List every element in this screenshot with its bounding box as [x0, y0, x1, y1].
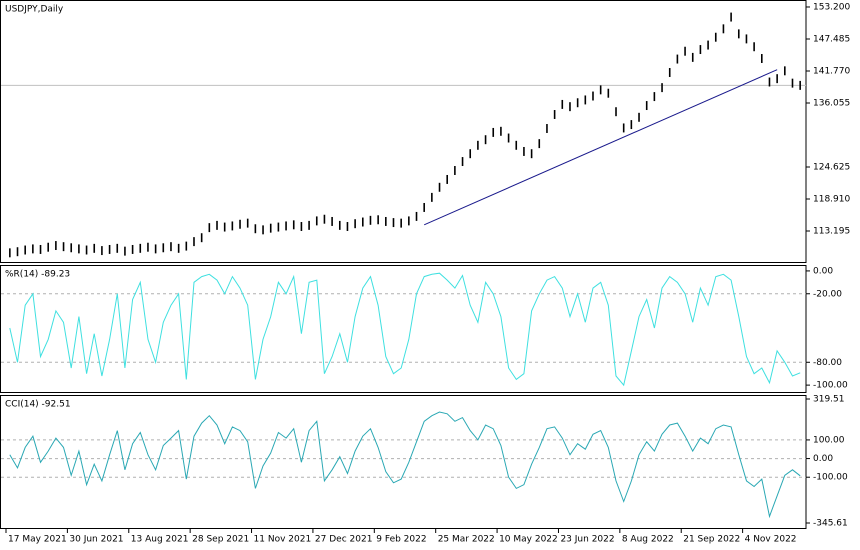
y-tick-label: -80.00 — [813, 358, 842, 368]
pane-title: CCI(14) -92.51 — [5, 400, 71, 410]
pane-title: USDJPY,Daily — [5, 5, 64, 15]
y-tick-label: 147.485 — [813, 34, 850, 44]
pane-frame — [0, 0, 807, 263]
x-tick-label: 21 Sep 2022 — [683, 535, 740, 545]
x-tick-label: 25 Mar 2022 — [438, 535, 495, 545]
y-tick-label: 319.51 — [813, 394, 845, 404]
x-tick-label: 9 Feb 2022 — [376, 535, 426, 545]
pane-frame — [0, 265, 807, 393]
y-tick-label: -100.00 — [813, 381, 848, 391]
y-tick-label: 153.200 — [813, 2, 850, 12]
indicator-line — [9, 272, 801, 387]
y-tick-label: 113.195 — [813, 227, 850, 237]
trend-line — [423, 69, 778, 226]
pane-title: %R(14) -89.23 — [5, 270, 70, 280]
y-tick-label: 136.055 — [813, 98, 850, 108]
x-tick-label: 10 May 2022 — [499, 535, 558, 545]
y-tick-label: -100.00 — [813, 473, 848, 483]
pane-frame — [0, 395, 807, 529]
y-tick-label: -345.61 — [813, 519, 848, 529]
y-tick-label: 124.625 — [813, 162, 850, 172]
x-tick-label: 30 Jun 2021 — [69, 535, 123, 545]
x-tick-label: 17 May 2021 — [8, 535, 67, 545]
y-tick-label: 141.770 — [813, 66, 850, 76]
x-tick-label: 8 Aug 2022 — [622, 535, 674, 545]
x-tick-label: 11 Nov 2021 — [254, 535, 312, 545]
y-tick-label: 118.910 — [813, 195, 850, 205]
indicator-line — [9, 411, 801, 519]
y-tick-label: 0.00 — [813, 266, 833, 276]
x-tick-label: 23 Jun 2022 — [560, 535, 614, 545]
x-tick-label: 27 Dec 2021 — [315, 535, 373, 545]
x-tick-label: 4 Nov 2022 — [745, 535, 797, 545]
y-tick-label: 0.00 — [813, 454, 833, 464]
x-tick-label: 13 Aug 2021 — [131, 535, 189, 545]
y-tick-label: -20.00 — [813, 289, 842, 299]
y-tick-label: 100.00 — [813, 435, 845, 445]
x-tick-label: 28 Sep 2021 — [192, 535, 249, 545]
